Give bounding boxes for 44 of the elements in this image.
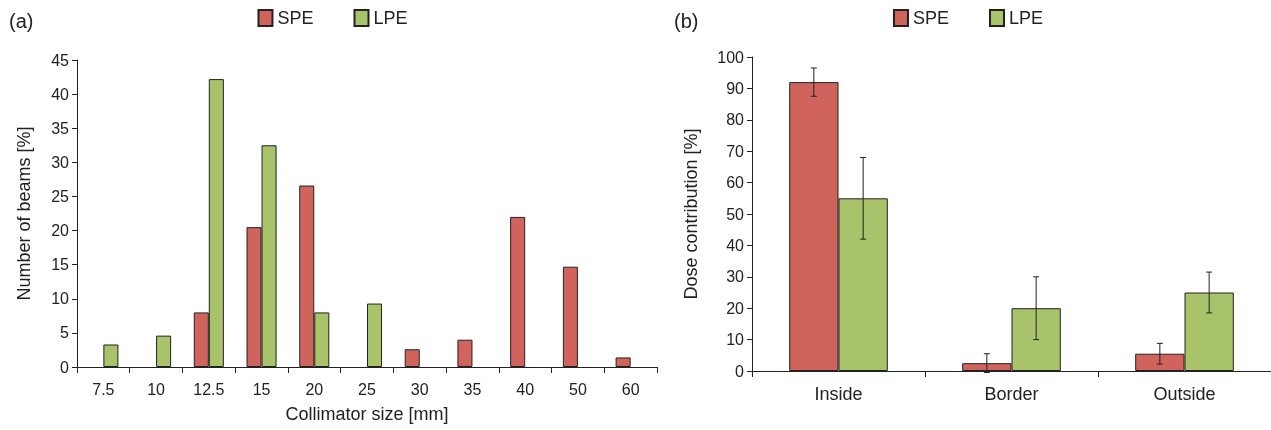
- y-tick-label: 90: [726, 79, 745, 97]
- y-tick-label: 35: [51, 119, 70, 137]
- y-tick-label: 40: [726, 236, 745, 254]
- y-tick-label: 70: [726, 142, 745, 160]
- y-tick-label: 80: [726, 111, 745, 129]
- chart-title: (a): [9, 10, 34, 32]
- y-axis-title: Number of beams [%]: [14, 126, 34, 301]
- x-tick-label: Border: [984, 384, 1039, 404]
- y-tick-label: 60: [726, 174, 745, 192]
- x-tick-label: 30: [410, 380, 429, 398]
- y-tick-label: 0: [60, 358, 70, 376]
- x-tick-label: 10: [147, 380, 166, 398]
- x-tick-label: Outside: [1153, 384, 1216, 404]
- y-tick-label: 10: [51, 290, 70, 308]
- chart-title: (b): [674, 10, 699, 32]
- y-tick-label: 15: [51, 256, 70, 274]
- y-tick-label: 40: [51, 85, 70, 103]
- x-tick-label: 20: [305, 380, 324, 398]
- x-tick-label: 25: [358, 380, 376, 398]
- y-tick-label: 5: [60, 324, 70, 342]
- y-tick-label: 10: [726, 331, 745, 349]
- x-tick-label: 7.5: [92, 380, 115, 398]
- legend-label: SPE: [277, 8, 314, 28]
- x-tick-label: 60: [621, 380, 640, 398]
- x-axis-title: Collimator size [mm]: [285, 404, 449, 424]
- x-tick-label: 35: [463, 380, 482, 398]
- y-tick-label: 30: [726, 268, 745, 286]
- legend-label: SPE: [912, 8, 950, 28]
- x-tick-label: 12.5: [193, 380, 225, 398]
- x-tick-label: 50: [569, 380, 587, 398]
- y-tick-label: 100: [717, 48, 745, 66]
- legend-label: LPE: [373, 8, 408, 28]
- x-tick-label: Inside: [814, 384, 863, 404]
- y-tick-label: 25: [51, 187, 70, 205]
- y-tick-label: 30: [51, 153, 70, 171]
- y-tick-label: 20: [726, 299, 745, 317]
- x-tick-label: 15: [252, 380, 271, 398]
- y-tick-label: 50: [726, 205, 745, 223]
- x-tick-label: 40: [516, 380, 535, 398]
- y-tick-label: 45: [51, 51, 70, 69]
- y-tick-label: 20: [51, 222, 70, 240]
- legend-label: LPE: [1009, 8, 1044, 28]
- y-tick-label: 0: [735, 362, 745, 380]
- y-axis-title: Dose contribution [%]: [681, 128, 701, 300]
